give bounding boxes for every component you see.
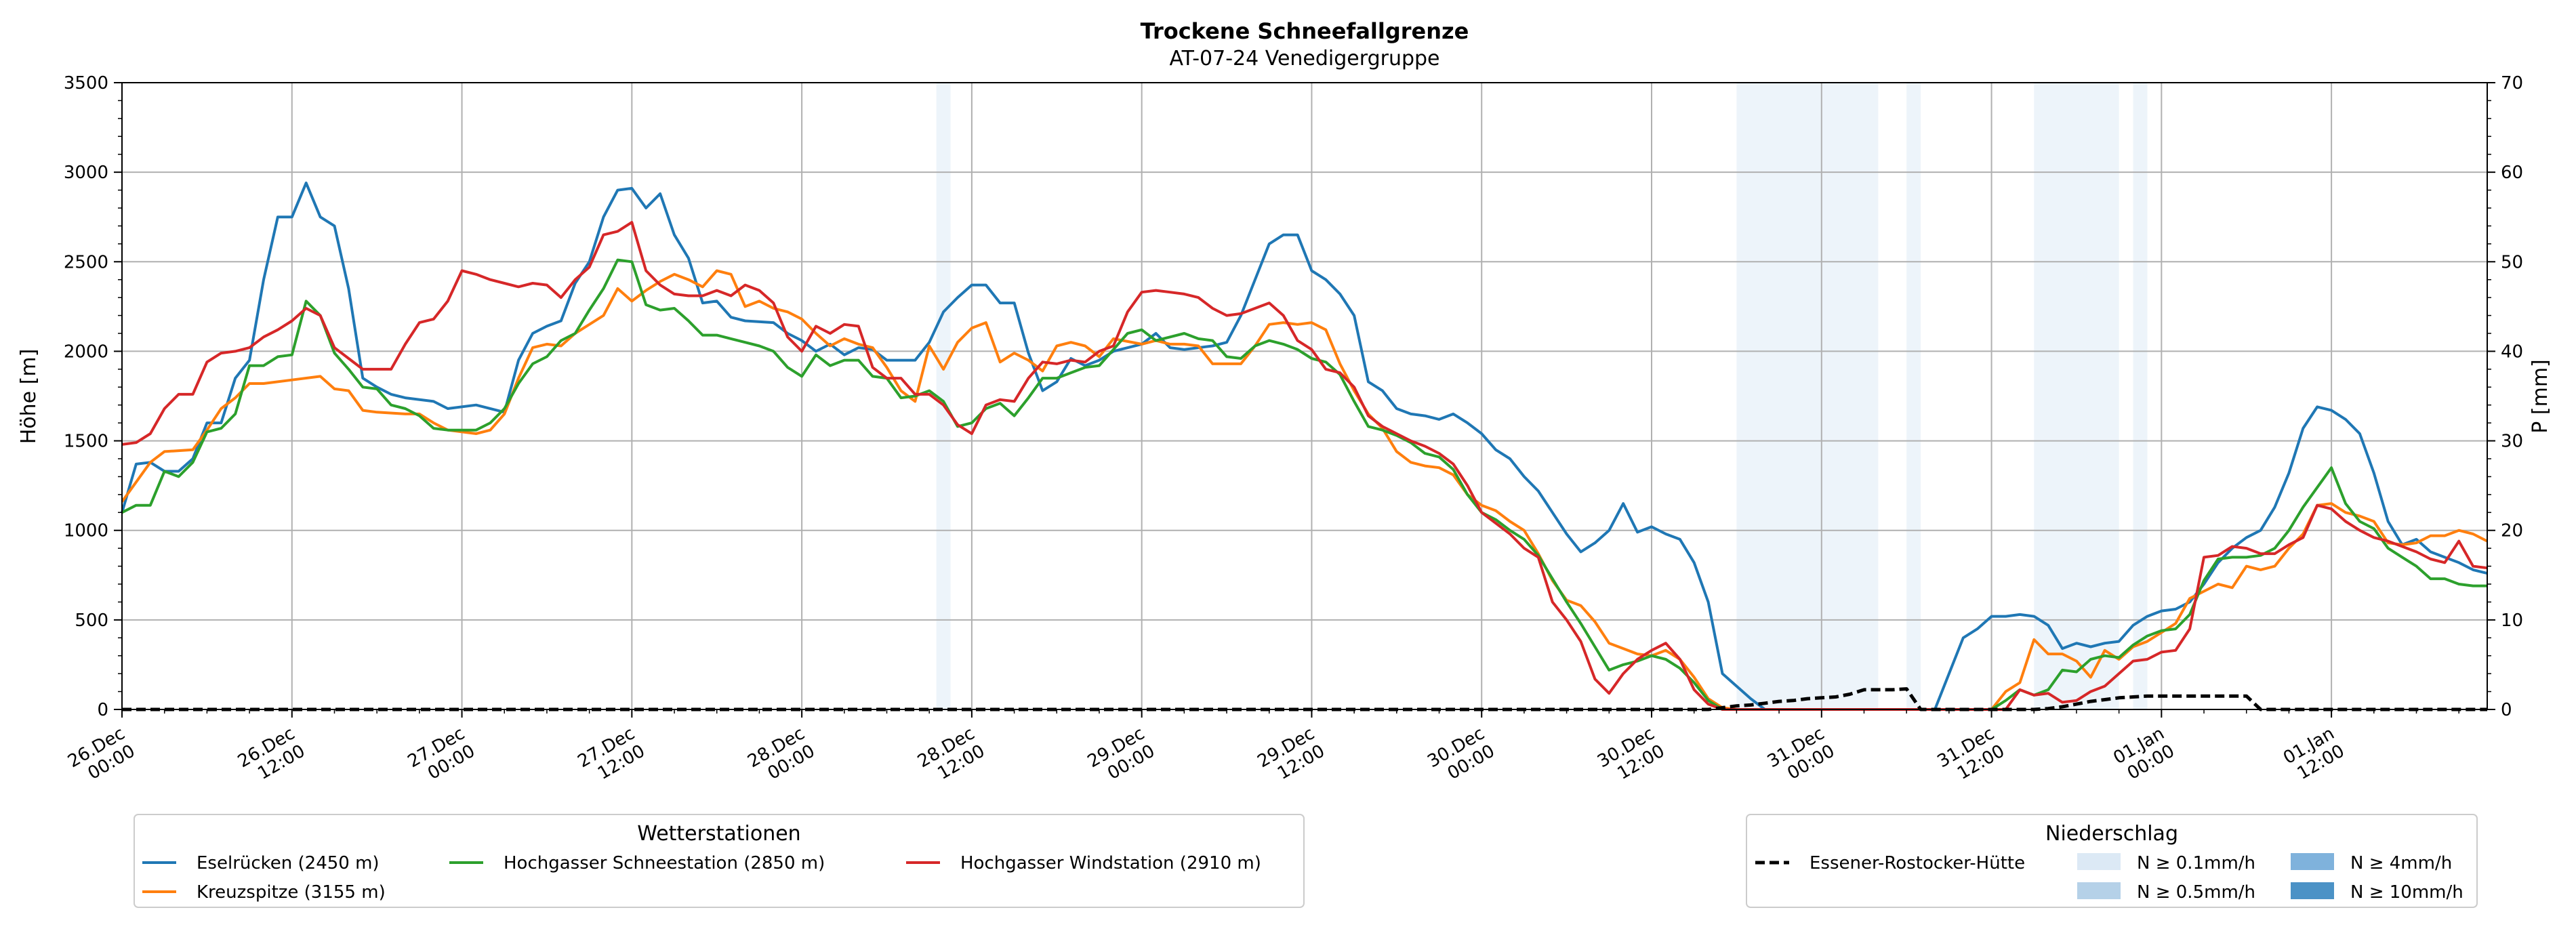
y-tick-label-3: 1500 (64, 432, 108, 452)
series-line-hochgasser-windstation-2910-m (121, 221, 2488, 711)
legend-entry-level-2: N ≥ 0.5mm/h (2137, 882, 2255, 903)
y2-axis-label: P [mm] (2529, 359, 2552, 433)
precip-band-3 (2034, 83, 2119, 709)
precip-band-0 (936, 83, 951, 709)
y-tick-label-5: 2500 (64, 252, 108, 272)
legend-entry-station-precip: Essener-Rostocker-Hütte (1810, 853, 2025, 873)
series-lines (121, 182, 2488, 711)
y-tick-label-7: 3500 (64, 73, 108, 94)
legend-stations: Wetterstationen Eselrücken (2450 m) Kreu… (134, 814, 1305, 908)
legend-swatch-level-4 (2291, 882, 2334, 899)
legend-entry-kreuzspitze: Kreuzspitze (3155 m) (197, 882, 386, 903)
plot-frame (121, 82, 2488, 710)
series-line-essener-rostocker-h-tte (122, 687, 2487, 711)
series-line-eselr-cken-2450-m (121, 182, 2488, 711)
precip-band-2 (1906, 83, 1921, 709)
precip-band-4 (2133, 83, 2148, 709)
grid-lines (121, 82, 2487, 710)
y-tick-label-4: 2000 (64, 342, 108, 362)
legend-swatch-level-2 (2077, 882, 2121, 899)
series-line-kreuzspitze-3155-m (121, 269, 2488, 711)
series-line-hochgasser-schneestation-2850-m (121, 258, 2487, 711)
legend-entry-level-1: N ≥ 0.1mm/h (2137, 853, 2255, 873)
y2-tick-label-1: 10 (2501, 611, 2523, 631)
y-axis-label: Höhe [m] (17, 349, 41, 445)
legend-precip: Niederschlag Essener-Rostocker-Hütte N ≥… (1746, 814, 2478, 908)
legend-stations-title: Wetterstationen (637, 822, 800, 846)
y-tick-label-0: 0 (97, 700, 108, 720)
y2-tick-label-3: 30 (2501, 432, 2523, 452)
legend-entry-schneestation: Hochgasser Schneestation (2850 m) (504, 853, 825, 873)
precipitation-bands (936, 83, 2148, 709)
y-tick-label-2: 1000 (64, 521, 108, 541)
legend-entry-windstation: Hochgasser Windstation (2910 m) (960, 853, 1261, 873)
y2-tick-label-6: 60 (2501, 163, 2523, 183)
legend-swatch-level-1 (2077, 853, 2121, 870)
y2-tick-label-4: 40 (2501, 342, 2523, 362)
legend-precip-title: Niederschlag (2045, 822, 2178, 846)
y2-tick-label-5: 50 (2501, 252, 2523, 272)
chart-subtitle: AT-07-24 Venedigergruppe (1169, 47, 1439, 70)
legend-entry-level-3: N ≥ 4mm/h (2350, 853, 2452, 873)
y-axis-ticks: 0 500 1000 1500 2000 2500 3000 3500 (64, 73, 122, 720)
y2-tick-label-7: 70 (2501, 73, 2523, 94)
legend-entry-level-4: N ≥ 10mm/h (2350, 882, 2463, 903)
precip-band-1 (1736, 83, 1879, 709)
y2-tick-label-2: 20 (2501, 521, 2523, 541)
y-tick-label-1: 500 (75, 611, 108, 631)
legend-swatch-level-3 (2291, 853, 2334, 870)
chart-title: Trockene Schneefallgrenze (1141, 18, 1469, 44)
legend-entry-eselruecken: Eselrücken (2450 m) (197, 853, 380, 873)
y-tick-label-6: 3000 (64, 163, 108, 183)
y2-axis-ticks: 0 10 20 30 40 50 60 70 (2487, 73, 2523, 720)
legend-stations-frame (134, 814, 1305, 908)
y2-tick-label-0: 0 (2501, 700, 2512, 720)
